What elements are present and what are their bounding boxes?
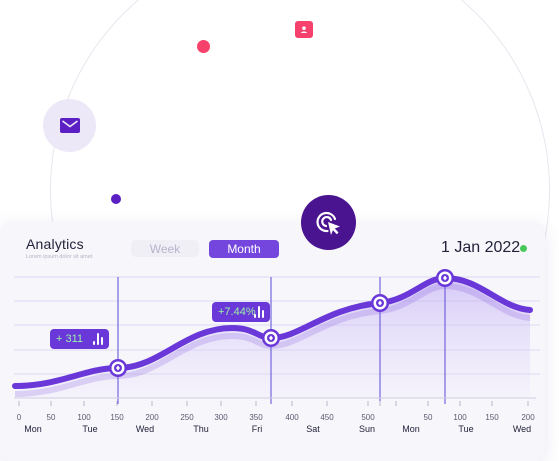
x-tick-label: 100 [453, 413, 467, 422]
x-day-label: Sun [359, 424, 375, 434]
badge-first: + 311 [50, 329, 109, 349]
badge-second: +7.44% [212, 302, 270, 322]
x-axis-day-labels: Mon Tue Wed Thu Fri Sat Sun Mon Tue Wed [24, 424, 531, 434]
x-tick-label: 0 [17, 413, 22, 422]
date-label: 1 Jan 2022 [441, 239, 521, 256]
pink-dot [197, 40, 210, 53]
x-tick-label: 350 [249, 413, 263, 422]
x-day-label: Mon [24, 424, 42, 434]
x-day-label: Wed [513, 424, 531, 434]
x-tick-label: 500 [361, 413, 375, 422]
chart-point [262, 329, 280, 347]
x-tick-label: 50 [424, 413, 433, 422]
mail-icon [59, 118, 80, 133]
x-tick-label: 250 [180, 413, 194, 422]
cursor-click-button[interactable] [301, 195, 356, 250]
x-tick-label: 50 [47, 413, 56, 422]
x-tick-label: 300 [214, 413, 228, 422]
chart-point [371, 294, 389, 312]
card-subtitle: Lorem ipsum dolor sit amet [26, 254, 93, 260]
chart-points [109, 269, 454, 377]
cursor-click-icon [315, 211, 340, 235]
x-day-label: Thu [193, 424, 209, 434]
bars-icon [93, 333, 104, 345]
badge-second-value: +7.44% [218, 306, 256, 318]
chat-icon[interactable] [295, 21, 313, 38]
purple-dot [111, 194, 121, 204]
x-tick-label: 150 [110, 413, 124, 422]
x-tick-label: 200 [145, 413, 159, 422]
badge-first-value: + 311 [56, 333, 84, 345]
tab-week[interactable]: Week [131, 240, 199, 257]
x-day-label: Tue [82, 424, 97, 434]
mail-button[interactable] [43, 99, 96, 152]
bars-icon [254, 306, 265, 318]
x-tick-label: 100 [77, 413, 91, 422]
chart-point [109, 359, 127, 377]
tab-month[interactable]: Month [209, 240, 279, 258]
x-day-label: Tue [458, 424, 473, 434]
card-title: Analytics [26, 236, 84, 252]
x-tick-label: 150 [485, 413, 499, 422]
x-day-label: Fri [252, 424, 263, 434]
x-day-label: Wed [136, 424, 154, 434]
x-day-label: Sat [306, 424, 320, 434]
x-tick-label: 200 [521, 413, 535, 422]
x-day-label: Mon [402, 424, 420, 434]
live-status-dot [520, 245, 527, 252]
x-axis-number-labels: 0 50 100 150 200 250 300 350 400 450 500 50 100 150 20… [17, 413, 535, 422]
x-tick-label: 400 [285, 413, 299, 422]
x-tick-label: 450 [320, 413, 334, 422]
chart-point [436, 269, 454, 287]
x-axis-ticks [18, 401, 529, 406]
